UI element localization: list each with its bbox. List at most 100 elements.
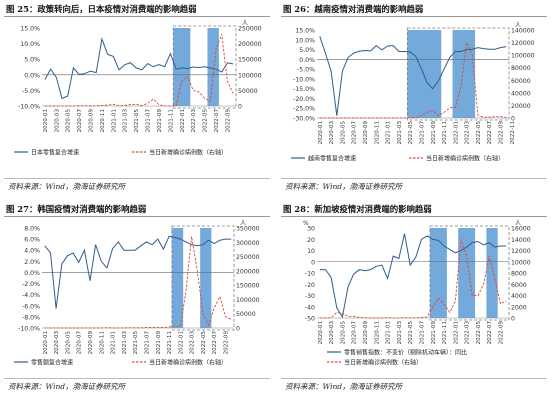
source-note: 资料来源：Wind，渤海证券研究所 bbox=[285, 382, 403, 391]
legend-label-1: 当日新增确诊病例数（右轴） bbox=[149, 358, 227, 366]
x-tick-label: 2022-07 bbox=[214, 109, 220, 133]
y-left-tick-label: -40 bbox=[305, 304, 315, 311]
y-right-tick-label: 14000 bbox=[511, 237, 531, 244]
series-line-1 bbox=[44, 34, 234, 107]
y-right-tick-label: 8000 bbox=[511, 271, 527, 278]
y-left-tick-label: 10.0% bbox=[20, 41, 40, 48]
title-divider bbox=[4, 216, 270, 217]
source-divider bbox=[4, 178, 270, 179]
x-tick-label: 2022-09 bbox=[225, 109, 231, 133]
y-right-tick-label: 0 bbox=[236, 326, 240, 333]
shaded-band-0 bbox=[171, 228, 184, 328]
x-tick-label: 2022-01 bbox=[178, 331, 184, 355]
x-tick-label: 2020-07 bbox=[352, 121, 358, 145]
legend-label-1: 当日新增确诊病例数（右轴） bbox=[344, 358, 422, 366]
figure-panel-fig28: 图 28：新加坡疫情对消费端的影响趋弱 -50 -40 -30 -20 -10 0 10 20… bbox=[277, 200, 554, 400]
y-left-tick-label: 4.0% bbox=[24, 248, 40, 255]
x-tick-label: 2021-03 bbox=[123, 109, 129, 133]
x-tick-label: 2021-01 bbox=[386, 321, 392, 345]
series-line-0 bbox=[319, 233, 507, 319]
x-tick-label: 2022-01 bbox=[453, 321, 459, 345]
y-right-tick-label: 4000 bbox=[511, 293, 527, 300]
y-left-tick-label: -20 bbox=[305, 282, 315, 289]
x-tick-label: 2020-03 bbox=[54, 109, 60, 133]
y-left-tick-label: 30 bbox=[307, 226, 315, 233]
highlight-box bbox=[406, 27, 510, 121]
shaded-band-0 bbox=[429, 228, 447, 318]
x-tick-label: 2022-07 bbox=[487, 121, 493, 145]
series-line-1 bbox=[319, 239, 507, 319]
x-tick-label: 2020-03 bbox=[329, 321, 335, 345]
shaded-band-2 bbox=[486, 228, 498, 318]
x-tick-label: 2021-05 bbox=[133, 331, 139, 355]
y-right-tick-label: 200000 bbox=[238, 41, 262, 48]
highlight-box bbox=[171, 225, 235, 331]
figure-title: 图 26：越南疫情对消费端的影响趋弱 bbox=[283, 4, 424, 14]
y-right-tick-label: 300000 bbox=[236, 240, 260, 247]
x-tick-label: 2021-05 bbox=[408, 121, 414, 145]
x-tick-label: 2020-05 bbox=[66, 109, 72, 133]
y-right-tick-label: 100000 bbox=[238, 72, 262, 79]
legend-label-0: 日本零售复合增速 bbox=[31, 148, 79, 156]
y-right-unit-label: 人 bbox=[515, 22, 521, 29]
x-tick-label: 2021-03 bbox=[397, 321, 403, 345]
source-note: 资料来源：Wind，渤海证券研究所 bbox=[8, 182, 126, 191]
y-left-tick-label: -25.0% bbox=[293, 106, 315, 113]
y-left-tick-label: -10.0% bbox=[293, 76, 315, 83]
x-tick-label: 2021-07 bbox=[419, 121, 425, 145]
x-tick-label: 2022-05 bbox=[476, 121, 482, 145]
x-tick-label: 2022-03 bbox=[191, 109, 197, 133]
y-right-tick-label: 200000 bbox=[236, 268, 260, 275]
x-tick-label: 2022-05 bbox=[201, 331, 207, 355]
y-right-tick-label: 12000 bbox=[511, 248, 531, 255]
x-tick-label: 2021-11 bbox=[168, 109, 174, 133]
source-divider bbox=[281, 378, 547, 379]
y-left-tick-label: 20 bbox=[307, 237, 315, 244]
y-left-tick-label: -4.0% bbox=[22, 292, 40, 299]
title-divider bbox=[4, 16, 270, 17]
x-tick-label: 2021-03 bbox=[397, 121, 403, 145]
y-right-tick-label: 20000 bbox=[511, 103, 531, 110]
x-tick-label: 2022-03 bbox=[190, 331, 196, 355]
x-tick-label: 2020-03 bbox=[54, 331, 60, 355]
x-tick-label: 2022-07 bbox=[212, 331, 218, 355]
x-tick-label: 2022-11 bbox=[510, 121, 516, 145]
y-left-tick-label: 5.0% bbox=[24, 57, 40, 64]
x-tick-label: 2020-05 bbox=[340, 121, 346, 145]
y-left-tick-label: 0.0% bbox=[24, 72, 40, 79]
figure-panel-fig27: 图 27：韩国疫情对消费端的影响趋弱 -10.0% -8.0% -6.0% -4.0%… bbox=[0, 200, 277, 400]
y-right-tick-label: 0 bbox=[511, 316, 515, 323]
x-tick-label: 2020-11 bbox=[374, 121, 380, 145]
series-line-1 bbox=[44, 236, 232, 329]
x-tick-label: 2021-07 bbox=[419, 321, 425, 345]
y-left-unit-label: % bbox=[303, 220, 309, 227]
x-tick-label: 2020-01 bbox=[318, 321, 324, 345]
y-left-tick-label: 0 bbox=[311, 259, 315, 266]
y-right-tick-label: 150000 bbox=[238, 57, 262, 64]
x-tick-label: 2020-05 bbox=[65, 331, 71, 355]
y-right-tick-label: 80000 bbox=[511, 65, 531, 72]
x-tick-label: 2020-11 bbox=[100, 109, 106, 133]
x-tick-label: 2021-01 bbox=[386, 121, 392, 145]
figure-panel-fig26: 图 26：越南疫情对消费端的影响趋弱 -30.0% -25.0% -20.0% -15… bbox=[277, 0, 554, 200]
y-left-tick-label: -5.0% bbox=[22, 88, 40, 95]
legend-label-0: 零售额复合增速 bbox=[31, 358, 73, 366]
x-tick-label: 2021-09 bbox=[157, 109, 163, 133]
y-left-tick-label: 10 bbox=[307, 248, 315, 255]
x-tick-label: 2021-11 bbox=[442, 321, 448, 345]
x-tick-label: 2022-09 bbox=[224, 331, 230, 355]
x-tick-label: 2020-09 bbox=[363, 321, 369, 345]
x-tick-label: 2021-05 bbox=[134, 109, 140, 133]
x-tick-label: 2021-09 bbox=[431, 121, 437, 145]
x-tick-label: 2021-03 bbox=[122, 331, 128, 355]
legend-label-0: 越南零售复合增速 bbox=[308, 154, 356, 162]
x-tick-label: 2020-01 bbox=[43, 109, 49, 133]
y-left-tick-label: -6.0% bbox=[22, 303, 40, 310]
y-left-tick-label: 0.0% bbox=[24, 270, 40, 277]
shaded-band-0 bbox=[173, 28, 191, 106]
y-right-unit-label: 人 bbox=[242, 20, 248, 27]
figure-title: 图 25：政策转向后，日本疫情对消费端的影响趋弱 bbox=[6, 4, 197, 14]
y-right-unit-label: 人 bbox=[515, 220, 521, 227]
series-line-0 bbox=[44, 235, 232, 309]
y-left-tick-label: 5.0% bbox=[299, 47, 315, 54]
